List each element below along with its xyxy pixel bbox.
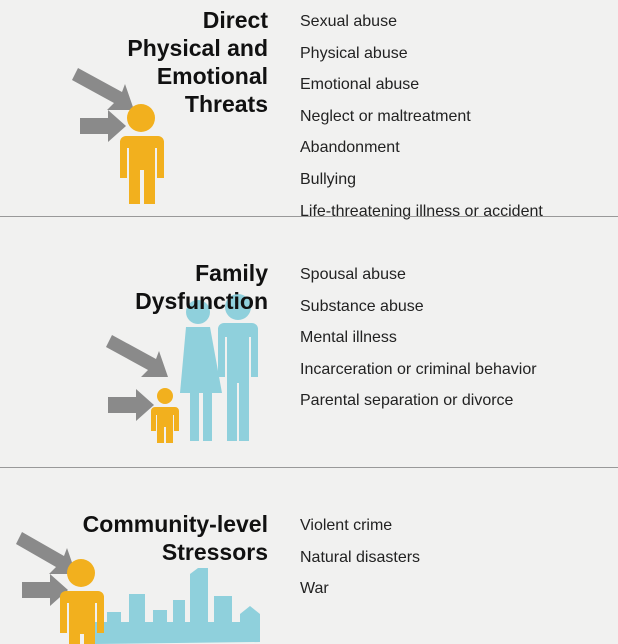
icon xyxy=(106,294,258,443)
divider xyxy=(0,467,618,468)
title-line: Physical and xyxy=(127,35,268,61)
item-list: Violent crime Natural disasters War xyxy=(300,510,420,605)
list-item: War xyxy=(300,580,329,598)
list-item: Mental illness xyxy=(300,329,397,347)
title-line: Emotional xyxy=(156,63,268,89)
list-item: Parental separation or divorce xyxy=(300,392,514,410)
list-item: Natural disasters xyxy=(300,548,421,566)
section: Direct Physical and Emotional Threats Sexua… xyxy=(0,6,618,220)
section-title: Family Dysfunction xyxy=(135,259,268,315)
item-list: Spousal abuse Substance abuse Mental illne… xyxy=(300,259,537,417)
title-line: Stressors xyxy=(161,539,268,565)
list-item: Neglect or maltreatment xyxy=(300,107,471,125)
list-item: Spousal abuse xyxy=(300,266,406,283)
title-line: Family xyxy=(195,260,268,286)
title-line: Direct xyxy=(202,7,268,33)
title-line: Dysfunction xyxy=(135,288,268,314)
icon xyxy=(72,68,164,204)
list-item: Abandonment xyxy=(300,139,400,157)
list-item: Physical abuse xyxy=(300,44,408,62)
list-item: Substance abuse xyxy=(300,297,424,315)
list-item: Emotional abuse xyxy=(300,76,420,94)
section-title: Direct Physical and Emotional Threats xyxy=(127,6,268,118)
list-item: Violent crime xyxy=(300,517,393,534)
title-line: Threats xyxy=(184,91,268,117)
icon xyxy=(16,532,260,644)
section: Family Dysfunction Spousal abuse Substance… xyxy=(0,259,618,464)
section-title: Community-level Stressors xyxy=(83,510,268,566)
list-item: Incarceration or criminal behavior xyxy=(300,360,537,378)
title-line: Community-level xyxy=(82,511,268,537)
list-item: Sexual abuse xyxy=(300,13,397,30)
list-item: Bullying xyxy=(300,170,357,188)
item-list: Sexual abuse Physical abuse Emotional abus… xyxy=(300,6,543,227)
section: Community-level Stressors Violent crime Na… xyxy=(0,510,618,644)
divider xyxy=(0,216,618,217)
list-item: Life-threatening illness or accident xyxy=(300,202,543,220)
